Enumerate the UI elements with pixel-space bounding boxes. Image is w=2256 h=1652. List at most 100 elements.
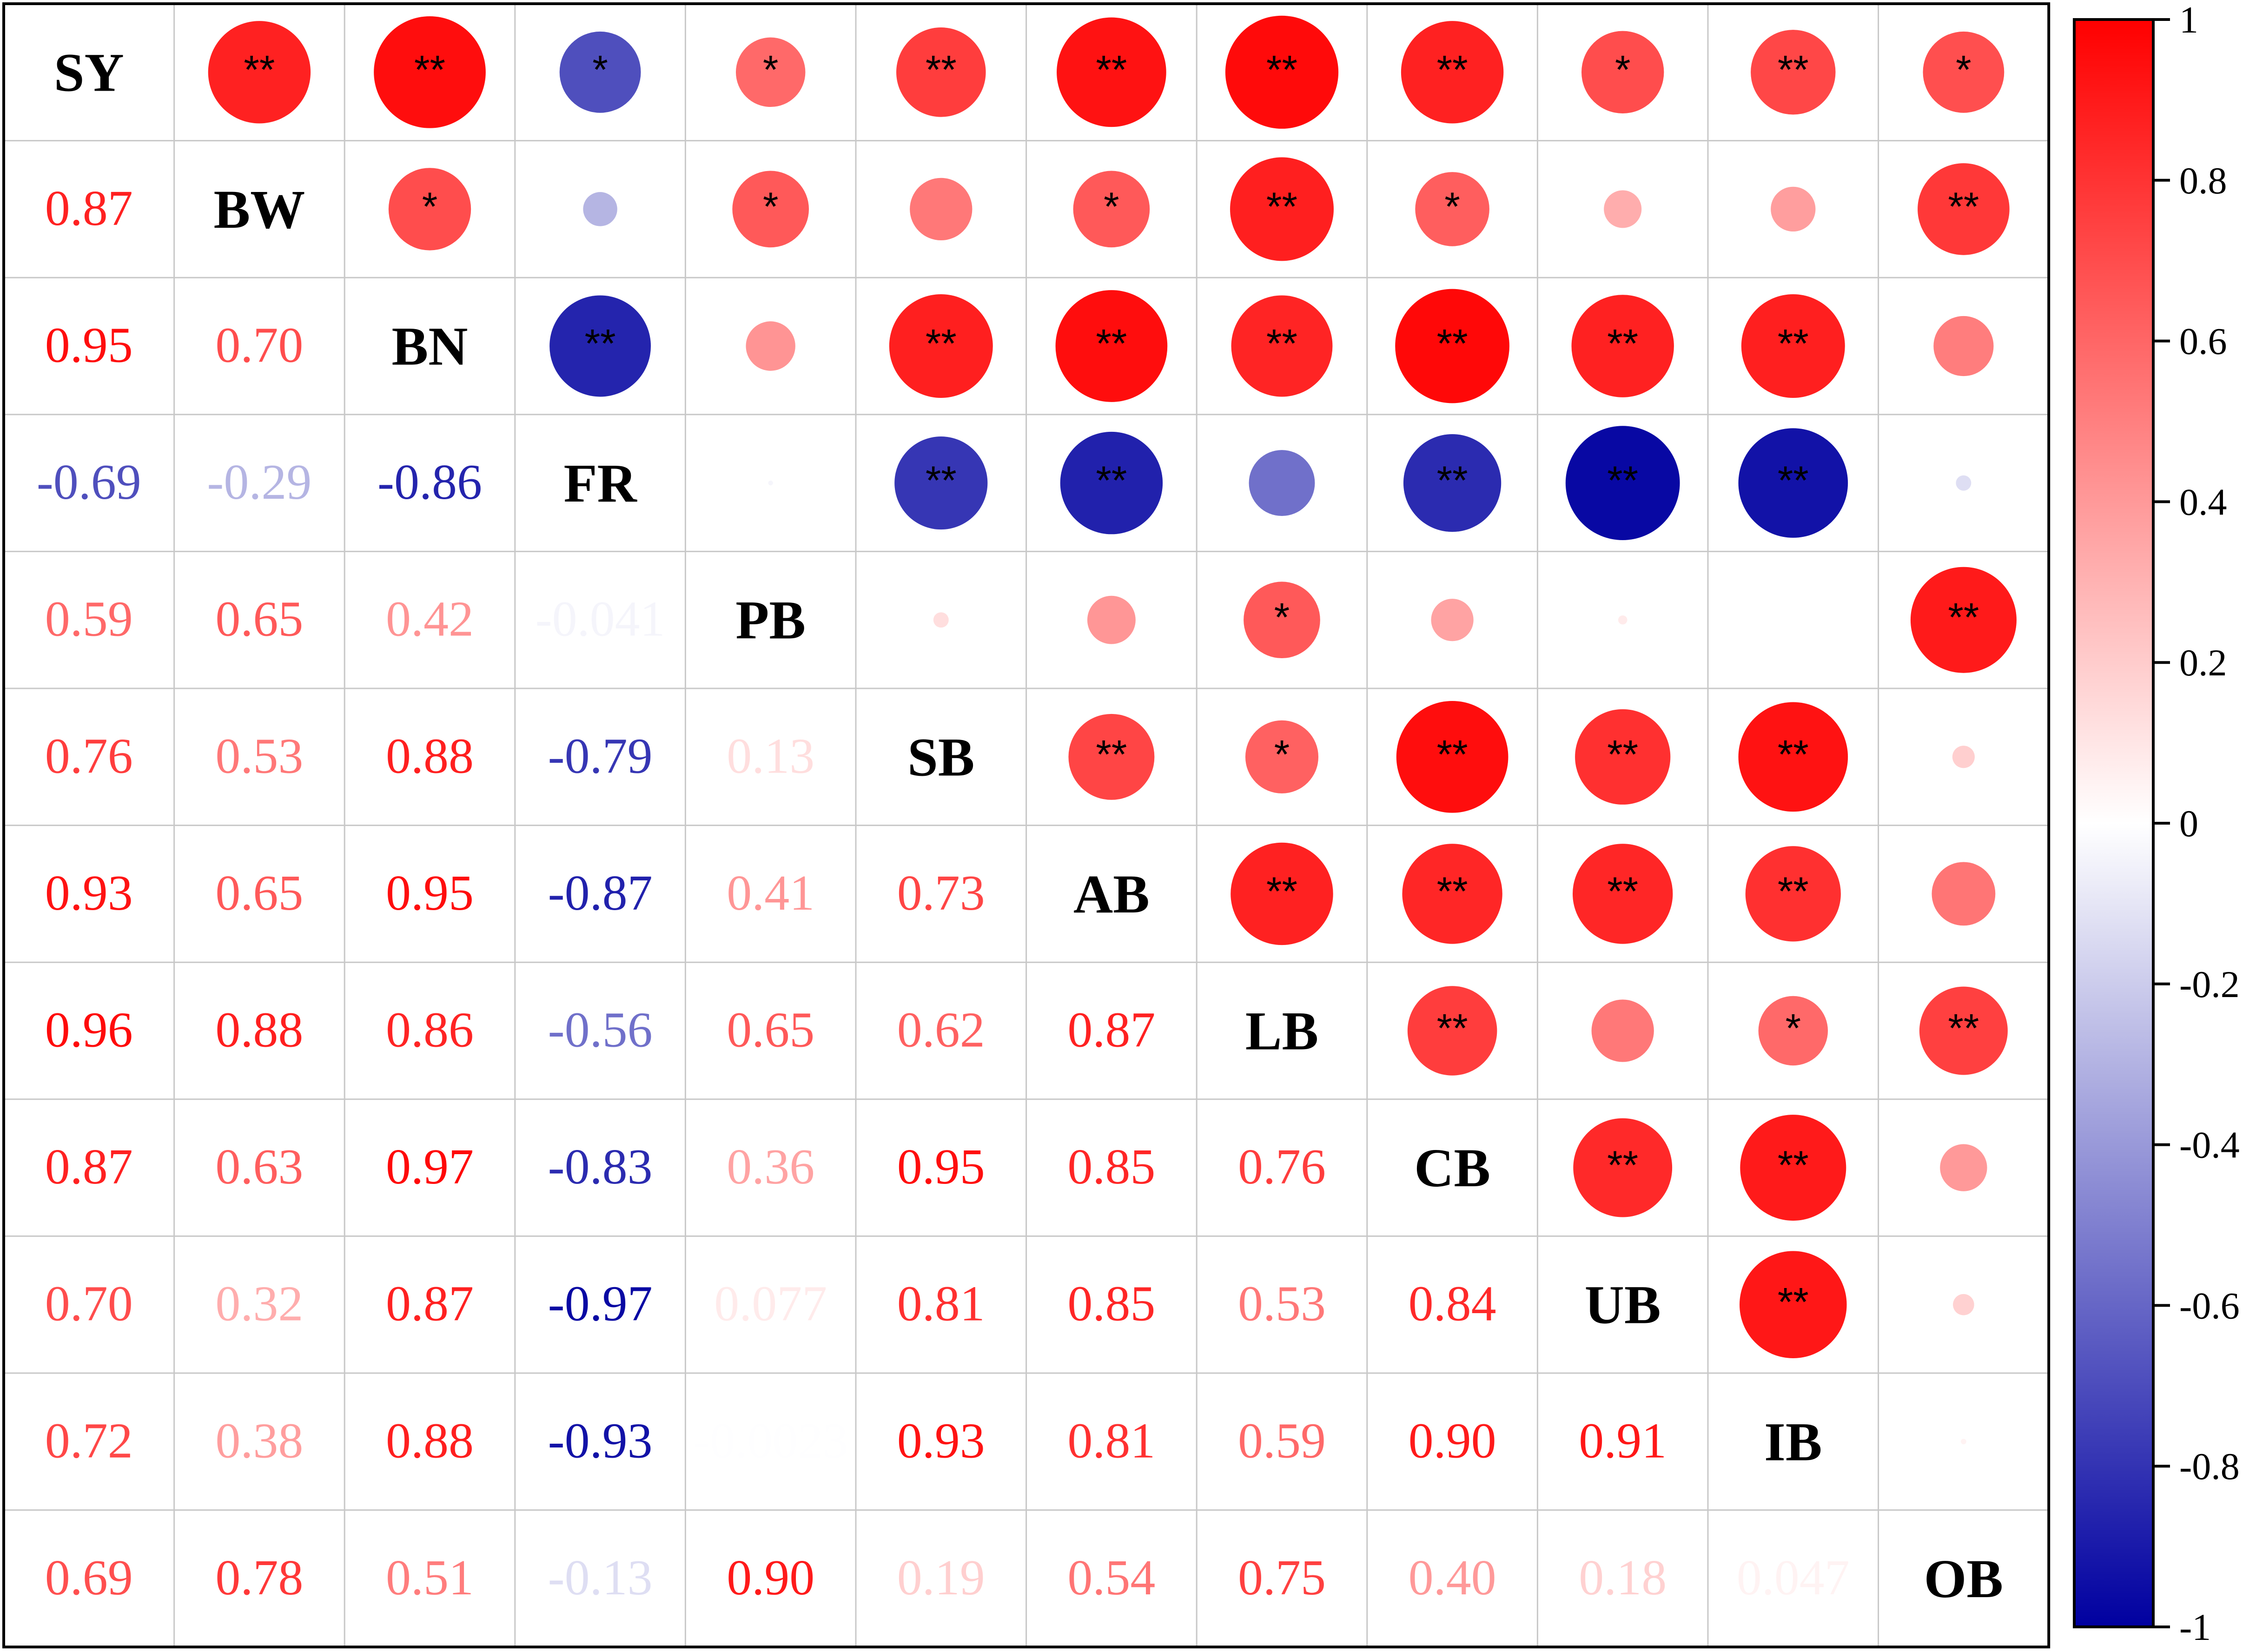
correlation-circle [1738, 428, 1848, 538]
correlation-value: -0.87 [548, 866, 653, 921]
correlation-value: -0.0023 [693, 1413, 848, 1468]
correlation-value: 0.95 [897, 1139, 985, 1195]
correlation-value: 0.54 [1067, 1550, 1155, 1606]
correlation-value: 0.87 [1067, 1003, 1155, 1058]
correlation-circle [1751, 30, 1836, 115]
correlation-value: 0.65 [215, 592, 303, 647]
correlation-value: -0.041 [536, 592, 665, 647]
correlation-circle [1407, 986, 1497, 1076]
significance-marker: * [1956, 47, 1971, 92]
significance-marker: ** [1437, 1006, 1468, 1051]
correlation-circle [1740, 1251, 1847, 1358]
correlation-circle [1741, 294, 1845, 398]
correlation-value: 0.81 [897, 1276, 985, 1332]
correlation-value: 0.18 [1579, 1550, 1667, 1606]
variable-label-ub: UB [1585, 1275, 1661, 1335]
correlation-value: 0.32 [215, 1276, 303, 1332]
significance-marker: ** [1778, 458, 1809, 503]
colorbar-tick-label: -0.6 [2179, 1284, 2240, 1327]
correlation-value: 0.42 [386, 592, 474, 647]
variable-label-sb: SB [907, 727, 974, 787]
correlation-value: 0.69 [45, 1550, 133, 1606]
significance-marker: ** [1607, 1143, 1638, 1188]
significance-marker: ** [1437, 47, 1468, 92]
correlation-circle [1249, 450, 1315, 516]
correlation-circle [889, 294, 993, 398]
correlation-circle [1060, 431, 1163, 535]
correlation-circle [1923, 31, 2005, 113]
significance-marker: ** [1778, 732, 1809, 777]
significance-marker: ** [1096, 458, 1127, 503]
correlation-value: 0.73 [897, 866, 985, 921]
variable-label-ab: AB [1073, 864, 1150, 925]
correlation-circle [768, 480, 773, 486]
colorbar-tick-label: 1 [2179, 0, 2198, 41]
correlation-value: 0.077 [714, 1276, 827, 1332]
colorbar-tick-label: 0.6 [2179, 320, 2227, 363]
variable-label-ob: OB [1924, 1548, 2004, 1609]
correlation-circle [1396, 700, 1508, 813]
correlation-circle [1395, 289, 1509, 403]
significance-marker: * [592, 47, 608, 92]
variable-label-cb: CB [1414, 1137, 1490, 1198]
correlation-circle [374, 16, 486, 128]
significance-marker: ** [244, 47, 275, 92]
correlation-value: 0.97 [386, 1139, 474, 1195]
significance-marker: ** [1778, 1143, 1809, 1188]
significance-marker: ** [1778, 869, 1809, 914]
significance-marker: ** [926, 47, 957, 92]
correlation-circle [1960, 1439, 1966, 1445]
significance-marker: * [1274, 595, 1290, 640]
correlation-value: 0.76 [45, 728, 133, 784]
significance-marker: ** [1607, 322, 1638, 366]
colorbar-tick-label: 0 [2179, 802, 2198, 845]
correlation-circle [1057, 17, 1166, 127]
significance-marker: * [1444, 185, 1460, 229]
correlation-value: 0.36 [727, 1139, 814, 1195]
correlation-value: -0.79 [548, 728, 653, 784]
correlation-circle [1575, 709, 1671, 805]
colorbar-tick-label: -0.8 [2179, 1445, 2240, 1487]
correlation-circle [1910, 567, 2017, 673]
correlation-circle [910, 178, 973, 241]
significance-marker: ** [1437, 458, 1468, 503]
correlation-value: 0.91 [1579, 1413, 1667, 1468]
correlation-circle [894, 436, 988, 530]
correlation-value: 0.87 [45, 1139, 133, 1195]
correlation-circle [1618, 615, 1627, 625]
correlation-circle [388, 168, 471, 251]
variable-label-bw: BW [214, 179, 305, 240]
correlation-value: 0.90 [727, 1550, 814, 1606]
correlation-circle [1231, 842, 1333, 945]
significance-marker: * [763, 47, 778, 92]
significance-marker: * [1786, 1006, 1801, 1051]
correlation-circle [1565, 426, 1680, 540]
correlation-circle [1571, 295, 1674, 397]
correlation-value: 0.047 [1737, 1550, 1850, 1606]
correlation-value: 0.85 [1067, 1276, 1155, 1332]
correlation-value: 0.84 [1409, 1276, 1496, 1332]
colorbar-tick-label: -0.2 [2179, 963, 2240, 1005]
significance-marker: ** [1096, 322, 1127, 366]
correlation-circle [1245, 720, 1319, 793]
correlation-value: 0.95 [386, 866, 474, 921]
correlation-circle [1573, 844, 1673, 944]
correlation-value: 0.65 [215, 866, 303, 921]
variable-label-lb: LB [1245, 1001, 1318, 1062]
colorbar: 1 0.8 0.6 0.4 0.2 0 -0.2 -0.4 -0.6 -0.8 -1 [2073, 0, 2240, 1648]
correlation-circle [1771, 186, 1816, 232]
correlation-circle [1933, 316, 1994, 377]
correlation-circle [1953, 1294, 1974, 1315]
correlation-circle [1073, 171, 1150, 248]
correlation-value: 0.88 [386, 1413, 474, 1468]
matrix-cells: SY ** ** * * ** ** ** ** * ** *0.87 BW * * * ** * **0.95 0.… [37, 15, 2017, 1609]
correlation-circle [746, 321, 795, 371]
correlation-value: -0.69 [37, 455, 141, 510]
correlation-value: 0.63 [215, 1139, 303, 1195]
correlation-circle [1745, 846, 1841, 942]
correlation-value: 0.40 [1409, 1550, 1496, 1606]
correlation-value: 0.90 [1409, 1413, 1496, 1468]
correlation-circle [1415, 172, 1489, 246]
correlation-value: 0.93 [897, 1413, 985, 1468]
correlation-value: 0.41 [727, 866, 814, 921]
